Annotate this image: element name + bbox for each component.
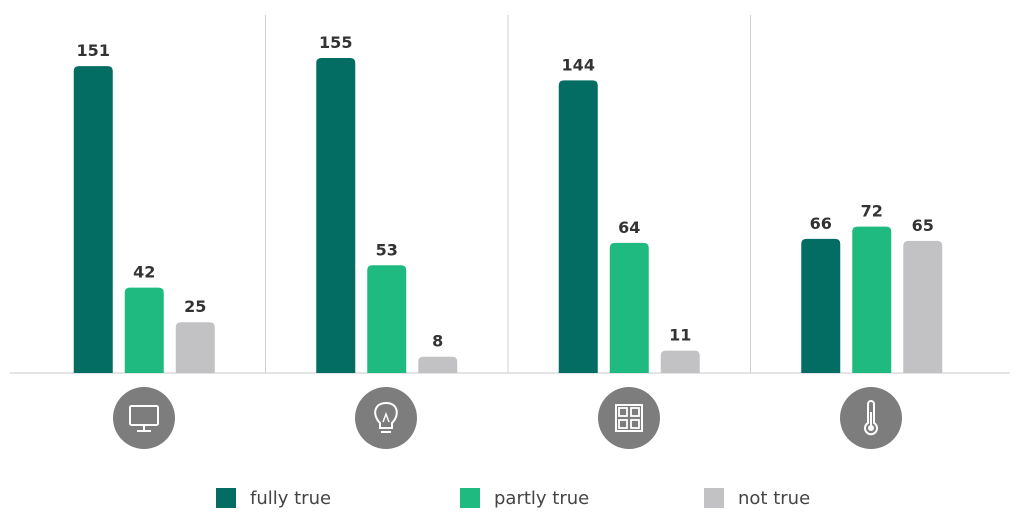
window-icon: [598, 387, 660, 449]
data-label: 72: [861, 202, 883, 221]
legend-label: fully true: [250, 488, 331, 509]
data-label: 64: [618, 218, 640, 237]
data-label: 65: [912, 216, 934, 235]
legend-swatch: [216, 488, 236, 508]
data-label: 151: [77, 41, 110, 60]
data-label: 66: [810, 214, 832, 233]
bar: [316, 58, 356, 373]
bar: [852, 226, 892, 373]
bar: [367, 265, 407, 373]
bulb-icon: [355, 387, 417, 449]
monitor-icon: [113, 387, 175, 449]
data-label: 53: [376, 240, 398, 259]
data-label: 8: [432, 332, 443, 351]
bar: [903, 240, 943, 373]
bar: [418, 356, 458, 373]
bar: [175, 322, 215, 373]
legend-label: not true: [738, 488, 810, 509]
bar: [801, 238, 841, 373]
data-label: 144: [562, 55, 595, 74]
bar: [660, 350, 700, 373]
legend-swatch: [460, 488, 480, 508]
legend-swatch: [704, 488, 724, 508]
category-icons: [113, 387, 902, 449]
bar: [124, 287, 164, 373]
data-label: 11: [669, 326, 691, 345]
bar: [73, 66, 113, 374]
legend-label: partly true: [494, 488, 589, 509]
data-label: 42: [133, 263, 155, 282]
bar: [609, 242, 649, 373]
thermometer-icon: [840, 387, 902, 449]
bar: [558, 80, 598, 374]
data-label: 25: [184, 297, 206, 316]
data-label: 155: [319, 33, 352, 52]
